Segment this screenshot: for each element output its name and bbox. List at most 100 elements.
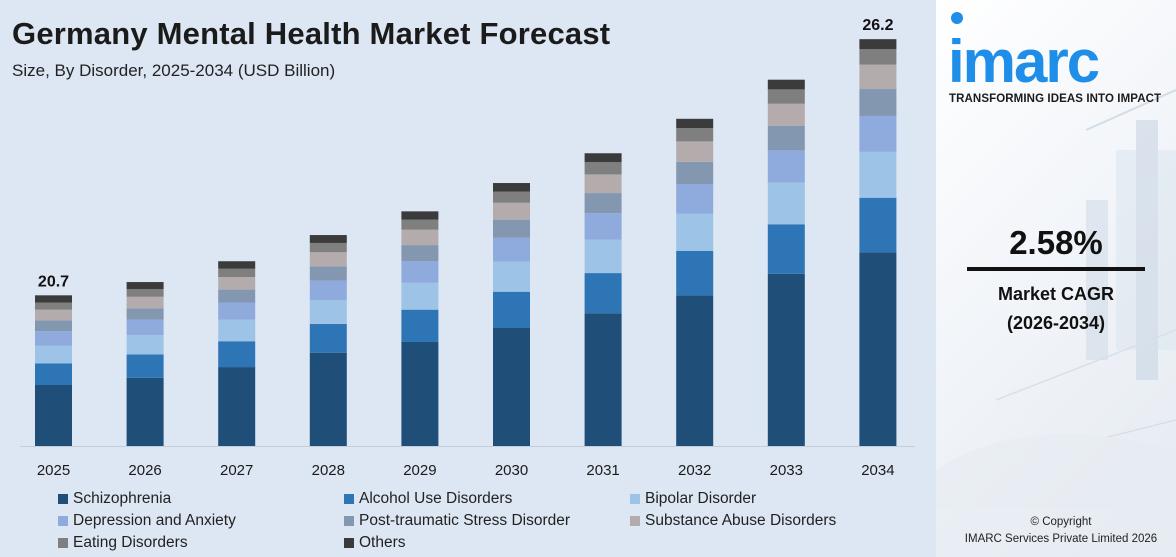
legend-item: Depression and Anxiety [58, 512, 236, 530]
bar-segment [767, 103, 805, 126]
side-panel: imarc TRANSFORMING IDEAS INTO IMPACT 2.5… [936, 0, 1176, 557]
bar-segment [676, 295, 714, 446]
bar-segment [126, 289, 164, 297]
legend-swatch [630, 494, 640, 504]
bar-segment [676, 213, 714, 251]
bar-segment [126, 319, 164, 336]
bar-segment [309, 252, 347, 267]
data-label-total: 20.7 [38, 273, 69, 290]
bar-stack-2031 [584, 153, 622, 446]
bar-segment [859, 49, 897, 65]
legend-label: Bipolar Disorder [645, 490, 757, 507]
x-tick-label: 2026 [128, 462, 161, 479]
bar-segment [126, 354, 164, 378]
copyright-line-2: IMARC Services Private Limited 2026 [964, 533, 1158, 545]
bar-segment [493, 219, 530, 238]
cagr-period: (2026-2034) [1006, 313, 1106, 333]
chart-panel: Germany Mental Health Market Forecast Si… [12, 16, 918, 556]
bar-segment [218, 268, 256, 278]
bar-segment [584, 174, 622, 194]
bar-segment [126, 377, 164, 446]
bar-stack-2028 [309, 235, 347, 446]
bar-segment [493, 327, 530, 446]
stacked-bar-chart: 2025 2026 2027 2028 2029 2030 2031 2032 2033 2034… [20, 17, 915, 479]
bar-segment [218, 319, 256, 342]
legend-item: Others [344, 534, 406, 552]
bar-segment [309, 242, 347, 253]
x-tick-label: 2032 [678, 462, 711, 479]
bar-segment [218, 277, 256, 290]
legend-swatch [344, 516, 354, 526]
bar-segment [584, 162, 622, 175]
bar-segment [584, 273, 622, 314]
bar-segment [493, 261, 530, 292]
bar-segment [859, 115, 897, 152]
brand-tagline: TRANSFORMING IDEAS INTO IMPACT [949, 93, 1162, 105]
bar-segment [676, 184, 714, 214]
bar-segment [584, 313, 622, 446]
legend-item: Alcohol Use Disorders [344, 490, 512, 508]
bar-segment [676, 161, 714, 185]
bar-segment [401, 245, 439, 262]
bar-segment [493, 183, 530, 192]
bar-segment [401, 211, 439, 220]
data-label-total: 26.2 [862, 17, 893, 34]
bar-segment [401, 309, 439, 342]
bar-segment [35, 385, 72, 446]
bar-segment [126, 296, 164, 309]
bar-segment [401, 219, 439, 230]
legend-item: Schizophrenia [58, 490, 171, 508]
bar-segment [493, 237, 530, 262]
legend-swatch [344, 494, 354, 504]
bar-segment [309, 266, 347, 281]
bar-segment [584, 193, 622, 214]
bar-segment [767, 150, 805, 183]
bar-segment [401, 261, 439, 283]
bar-segment [676, 118, 714, 129]
chart-legend: Schizophrenia Alcohol Use Disorders Bipola… [58, 490, 918, 556]
x-tick-label: 2033 [770, 462, 803, 479]
legend-swatch [58, 538, 68, 548]
legend-item: Eating Disorders [58, 534, 188, 552]
legend-label: Substance Abuse Disorders [645, 512, 837, 529]
bar-segment [767, 125, 805, 151]
legend-item: Post-traumatic Stress Disorder [344, 512, 570, 530]
bar-segment [218, 367, 256, 446]
legend-label: Post-traumatic Stress Disorder [359, 512, 571, 529]
bar-segment [767, 79, 805, 90]
brand-logo: imarc [948, 28, 1100, 95]
bar-segment [767, 89, 805, 104]
bar-segment [309, 299, 347, 325]
bar-segment [493, 291, 530, 328]
copyright-notice: © Copyright IMARC Services Private Limit… [936, 514, 1176, 548]
bar-segment [676, 141, 714, 162]
bar-stack-2032 [676, 118, 714, 446]
bar-segment [401, 229, 439, 246]
bar-segment [493, 191, 530, 203]
legend-label: Alcohol Use Disorders [359, 490, 513, 507]
cagr-value: 2.58% [1009, 224, 1103, 261]
bar-segment [401, 282, 439, 310]
bar-segment [218, 289, 256, 303]
bar-segment [584, 153, 622, 163]
bar-stack-2027 [218, 261, 256, 446]
bar-stack-2025 [35, 295, 72, 446]
x-tick-label: 2030 [495, 462, 528, 479]
bar-stack-2033 [767, 79, 805, 446]
bar-segment [35, 320, 72, 332]
bar-segment [218, 341, 256, 368]
bar-segment [676, 128, 714, 142]
bar-segment [309, 280, 347, 300]
bar-segment [309, 235, 347, 243]
bar-segment [676, 250, 714, 296]
bar-stack-2029 [401, 211, 439, 446]
x-tick-label: 2034 [861, 462, 894, 479]
legend-item: Substance Abuse Disorders [630, 512, 836, 530]
chart-title: Germany Mental Health Market Forecast [12, 16, 611, 51]
bar-segment [218, 302, 256, 320]
bar-segment [859, 89, 897, 116]
legend-label: Depression and Anxiety [73, 512, 236, 529]
bar-segment [859, 151, 897, 198]
bar-stack-2034 [859, 39, 897, 446]
bar-segment [584, 239, 622, 274]
